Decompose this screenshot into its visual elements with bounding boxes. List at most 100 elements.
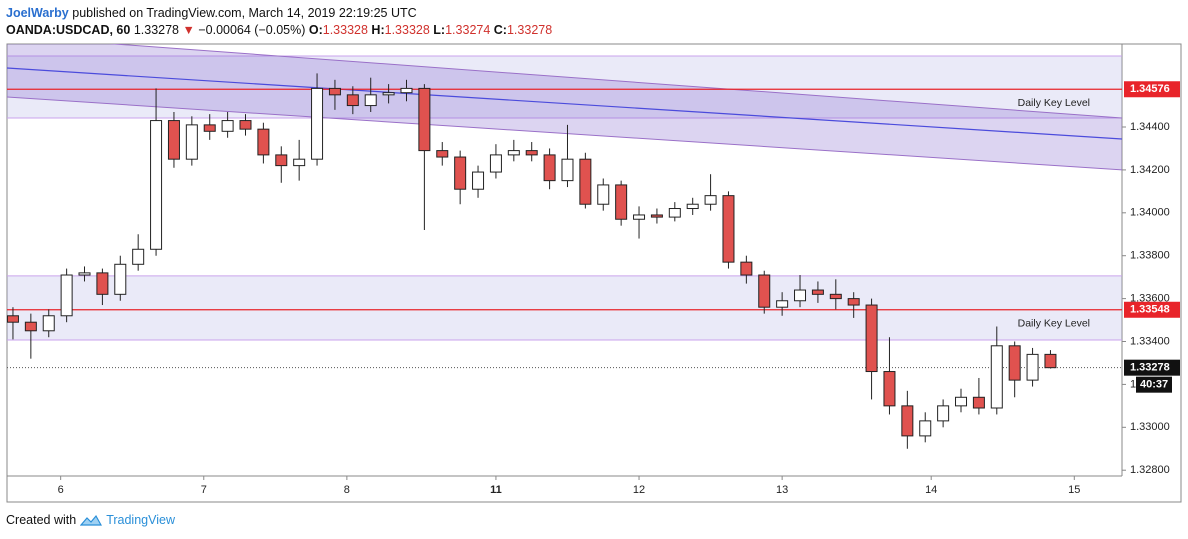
candle-body bbox=[78, 272, 91, 276]
candle-body bbox=[937, 405, 950, 422]
countdown: 40:37 bbox=[1140, 379, 1168, 391]
candle-body bbox=[167, 120, 180, 160]
footer-brand[interactable]: TradingView bbox=[106, 513, 175, 527]
x-tick-label: 15 bbox=[1068, 484, 1080, 496]
candle-body bbox=[972, 396, 985, 409]
last: 1.33278 bbox=[133, 23, 179, 37]
candle-body bbox=[847, 298, 860, 306]
candle-body bbox=[579, 158, 592, 205]
candle-body bbox=[7, 315, 19, 323]
ohlc: O:1.33328 H:1.33328 L:1.33274 C:1.33278 bbox=[309, 23, 552, 37]
level-text: Daily Key Level bbox=[1018, 318, 1090, 330]
ohlc-key: C: bbox=[493, 23, 507, 37]
candle-body bbox=[955, 396, 968, 407]
candle-body bbox=[811, 289, 824, 295]
ohlc-value: 1.33328 bbox=[384, 23, 430, 37]
y-tick-label: 1.34400 bbox=[1130, 121, 1170, 133]
candle-body bbox=[364, 94, 377, 107]
candle-body bbox=[221, 120, 234, 132]
countdown-bg bbox=[1136, 376, 1172, 393]
x-tick-label: 8 bbox=[344, 484, 350, 496]
candle-body bbox=[472, 171, 485, 190]
candle-body bbox=[436, 150, 449, 158]
y-tick-label: 1.33600 bbox=[1130, 293, 1170, 305]
candle-body bbox=[382, 92, 395, 96]
y-tick-label: 1.32800 bbox=[1130, 464, 1170, 476]
candle-body bbox=[203, 124, 216, 132]
channel-fill bbox=[7, 44, 1122, 170]
footer-text: Created with bbox=[6, 513, 77, 527]
change: −0.00064 (−0.05%) bbox=[198, 23, 306, 37]
y-tick-label: 1.34200 bbox=[1130, 164, 1170, 176]
candle-body bbox=[901, 405, 914, 437]
candle-body bbox=[60, 274, 73, 317]
candle-body bbox=[42, 315, 55, 332]
candle-body bbox=[293, 158, 306, 167]
last-price-tag: 1.33278 bbox=[1130, 362, 1170, 374]
candle-body bbox=[275, 154, 288, 167]
candle-body bbox=[883, 371, 896, 407]
x-tick-label: 11 bbox=[490, 484, 502, 496]
frame bbox=[6, 43, 1182, 503]
zone bbox=[7, 56, 1122, 119]
ohlc-key: L: bbox=[433, 23, 446, 37]
channel-middle bbox=[7, 67, 1122, 140]
candle-body bbox=[114, 263, 127, 295]
candle-body bbox=[615, 184, 628, 220]
candle-body bbox=[794, 289, 807, 302]
candle-body bbox=[1044, 353, 1057, 369]
ohlc-value: 1.33274 bbox=[445, 23, 491, 37]
ohlc-value: 1.33328 bbox=[322, 23, 368, 37]
y-tick-label: 1.33400 bbox=[1130, 335, 1170, 347]
candle-body bbox=[758, 274, 771, 308]
level-tag-bg bbox=[1124, 301, 1180, 318]
candle-body bbox=[185, 124, 198, 160]
x-tick-label: 14 bbox=[925, 484, 937, 496]
channel-upper bbox=[108, 44, 1122, 119]
ohlc-key: O: bbox=[308, 23, 323, 37]
logo bbox=[80, 514, 103, 526]
ohlc-value: 1.33278 bbox=[506, 23, 553, 37]
y-tick-label: 1.34000 bbox=[1130, 207, 1170, 219]
level-text: Daily Key Level bbox=[1018, 97, 1090, 109]
candle-body bbox=[668, 208, 681, 218]
candle-body bbox=[561, 158, 574, 182]
level-tag-bg bbox=[1124, 81, 1180, 98]
x-tick-label: 13 bbox=[776, 484, 788, 496]
candle-body bbox=[150, 120, 163, 250]
candle-body bbox=[704, 195, 717, 205]
candle-body bbox=[311, 87, 324, 160]
axes: 1.328001.330001.332001.334001.336001.338… bbox=[58, 81, 1180, 496]
published: published on TradingView.com, March 14, … bbox=[72, 6, 417, 20]
candle-body bbox=[132, 248, 145, 265]
candle-body bbox=[24, 321, 37, 332]
candle-body bbox=[1008, 345, 1021, 381]
candle-body bbox=[96, 272, 109, 295]
candle-body bbox=[865, 304, 878, 373]
x-tick-label: 6 bbox=[58, 484, 64, 496]
channel-lower bbox=[7, 96, 1122, 171]
candle-body bbox=[489, 154, 502, 173]
candle-body bbox=[740, 261, 753, 276]
header-line-1: JoelWarby published on TradingView.com, … bbox=[6, 6, 417, 20]
candle-body bbox=[454, 156, 467, 190]
candle-body bbox=[650, 214, 663, 218]
symbol: OANDA:USDCAD, 60 bbox=[6, 23, 131, 37]
candle-body bbox=[597, 184, 610, 205]
x-tick-label: 7 bbox=[201, 484, 207, 496]
candle-body bbox=[257, 128, 270, 156]
candle-body bbox=[1026, 353, 1039, 381]
candle-body bbox=[525, 150, 538, 156]
y-tick-label: 1.33800 bbox=[1130, 250, 1170, 262]
chart: Daily Key Level Daily Key Level 1.32800 1.… bbox=[6, 43, 1182, 503]
last-price-tag-bg bbox=[1124, 359, 1180, 376]
level-tag: 1.33548 bbox=[1130, 304, 1170, 316]
candle-body bbox=[400, 87, 413, 94]
zone bbox=[7, 275, 1122, 341]
candle-body bbox=[829, 293, 842, 300]
author[interactable]: JoelWarby bbox=[6, 6, 69, 20]
candle-body bbox=[543, 154, 556, 182]
candle-body bbox=[507, 150, 520, 156]
footer: Created with TradingView bbox=[6, 513, 175, 527]
